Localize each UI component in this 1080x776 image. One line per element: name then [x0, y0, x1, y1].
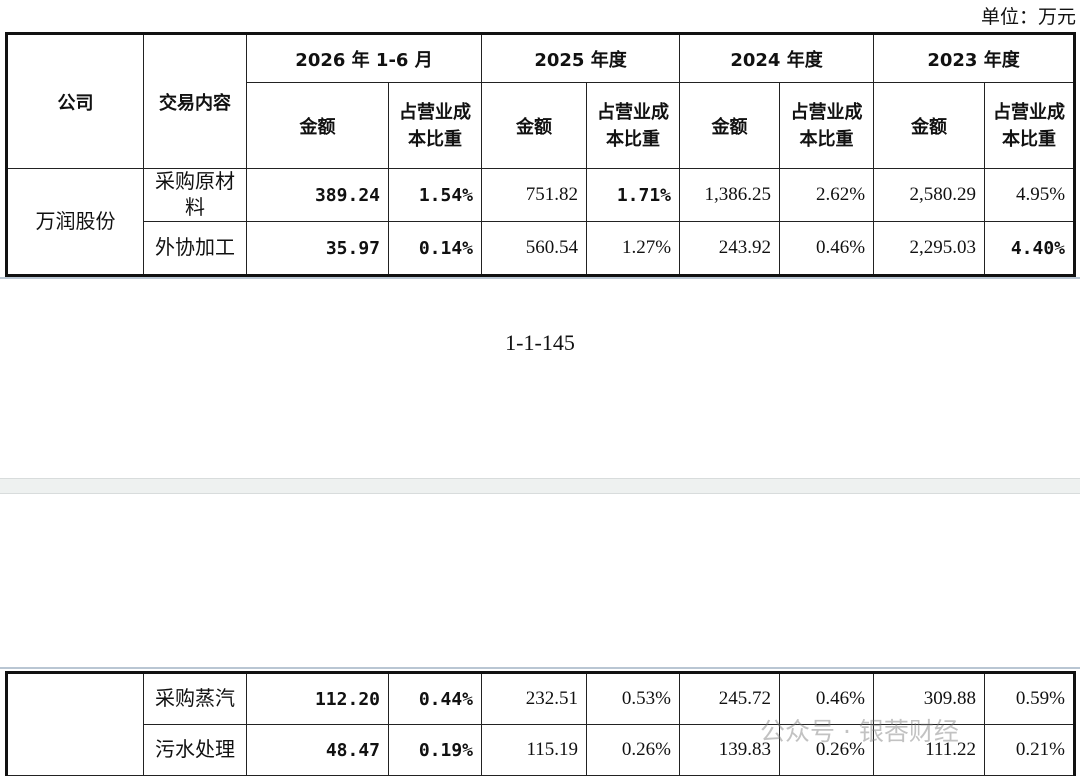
value-cell: 1.27%: [586, 221, 681, 276]
header-cell: 2026 年 1-6 月: [245, 33, 483, 83]
header-cell: 占营业成本比重: [984, 82, 1076, 169]
table-row: 外协加工 35.97 0.14% 560.54 1.27% 243.92 0.46% 2,29…: [7, 221, 1076, 276]
header-cell: 金额: [481, 82, 588, 169]
value-cell: 0.59%: [984, 672, 1075, 725]
value-cell: 560.54: [481, 221, 588, 276]
value-cell: 232.51: [481, 672, 587, 725]
value-cell: 111.22: [873, 724, 985, 776]
header-cell: 占营业成本比重: [387, 82, 483, 169]
value-cell: 139.83: [679, 724, 780, 776]
header-cell: 2024 年度: [679, 33, 875, 83]
content-cell: 采购原材料: [143, 168, 247, 222]
value-cell: 0.46%: [779, 221, 875, 276]
value-cell: 2,295.03: [873, 221, 986, 276]
header-cell: 占营业成本比重: [779, 82, 875, 169]
value-cell: 1,386.25: [679, 168, 781, 222]
value-cell: 2.62%: [779, 168, 875, 222]
value-cell: 1.54%: [387, 168, 483, 222]
table-row: 采购蒸汽 112.20 0.44% 232.51 0.53% 245.72 0.46% 309…: [6, 672, 1075, 776]
watermark: 公众号 · 银莕财经: [760, 717, 959, 746]
header-cell: 占营业成本比重: [586, 82, 681, 169]
value-cell: 35.97: [246, 221, 389, 276]
value-cell: 0.44%: [388, 672, 482, 725]
unit-label: 单位：万元: [980, 7, 1076, 28]
page-number: 1-1-145: [505, 330, 575, 355]
page-edge: [0, 667, 1080, 669]
value-cell: 0.19%: [388, 724, 482, 776]
value-cell: 389.24: [246, 168, 389, 222]
value-cell: 751.82: [481, 168, 588, 222]
value-cell: 0.53%: [586, 672, 680, 725]
value-cell: 115.19: [481, 724, 587, 776]
company-cell: [6, 672, 144, 776]
content-cell: 外协加工: [143, 221, 247, 276]
content-cell: 采购蒸汽: [143, 672, 247, 725]
value-cell: 48.47: [246, 724, 389, 776]
content-cell: 污水处理: [143, 724, 247, 776]
header-cell: 金额: [873, 82, 986, 169]
value-cell: 112.20: [246, 672, 389, 725]
value-cell: 0.14%: [387, 221, 483, 276]
value-cell: 243.92: [679, 221, 781, 276]
value-cell: 309.88: [873, 672, 985, 725]
table: 公司 交易内容 2026 年 1-6 月 2025 年度 2024 年度 202…: [5, 32, 1077, 277]
header-cell: 公司: [6, 33, 144, 169]
value-cell: 4.40%: [984, 221, 1076, 276]
company-cell: 万润股份: [6, 168, 144, 276]
header-cell: 金额: [679, 82, 781, 169]
value-cell: 1.71%: [586, 168, 681, 222]
table-row: 万润股份 采购原材料 389.24 1.54% 751.82 1.71% 1,386.25 2…: [6, 168, 1076, 276]
value-cell: 0.26%: [586, 724, 680, 776]
page-edge: [0, 277, 1080, 279]
value-cell: 0.46%: [779, 672, 874, 725]
value-cell: 2,580.29: [873, 168, 986, 222]
value-cell: 0.21%: [984, 724, 1075, 776]
value-cell: 245.72: [679, 672, 780, 725]
table: 采购蒸汽 112.20 0.44% 232.51 0.53% 245.72 0.46% 309…: [5, 671, 1076, 776]
value-cell: 0.26%: [779, 724, 874, 776]
page-gap: [0, 478, 1080, 494]
header-cell: 交易内容: [143, 33, 247, 169]
header-cell: 2023 年度: [873, 33, 1076, 83]
header-cell: 2025 年度: [481, 33, 681, 83]
value-cell: 4.95%: [984, 168, 1076, 222]
header-cell: 金额: [246, 82, 389, 169]
